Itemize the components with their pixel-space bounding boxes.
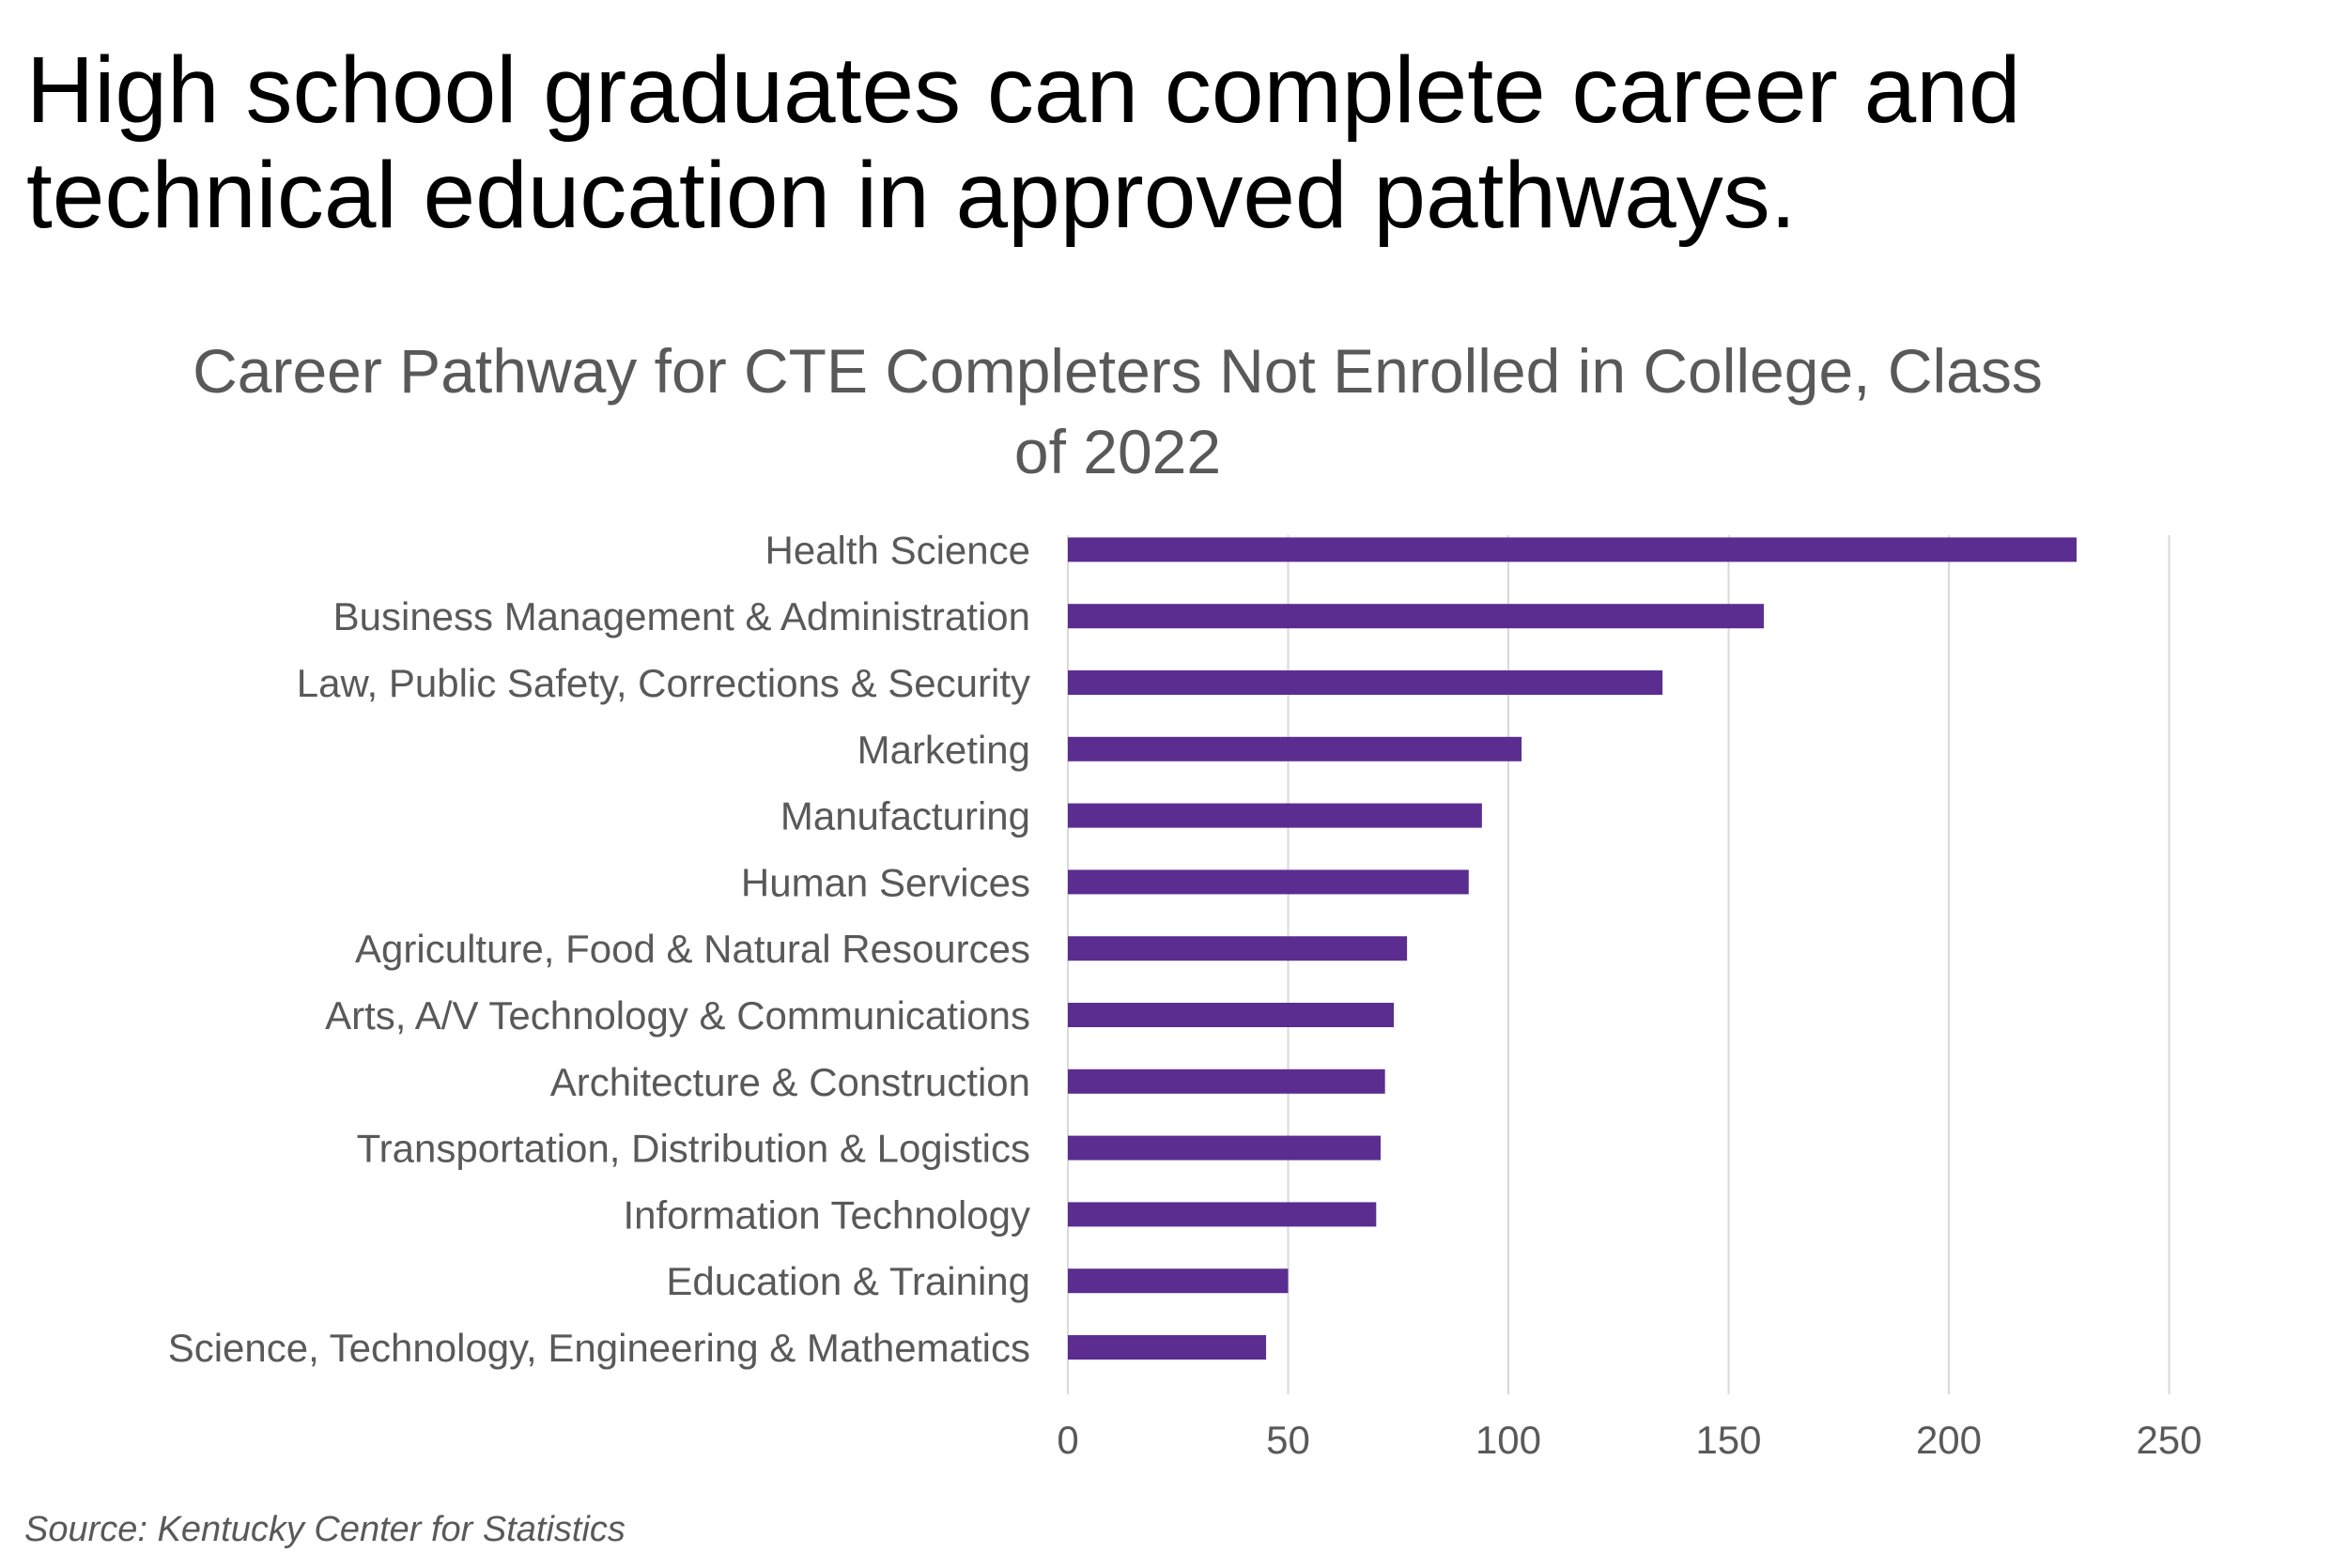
- bar-chart: Health Science Business Management & Admi…: [168, 528, 2202, 1462]
- x-tick-label: 0: [1057, 1418, 1078, 1462]
- category-label: Architecture & Construction: [550, 1060, 1030, 1104]
- bar: [1068, 1268, 1289, 1294]
- headline: High school graduates can complete caree…: [26, 38, 2021, 248]
- bar: [1068, 869, 1469, 895]
- category-label: Human Services: [741, 860, 1030, 904]
- x-tick-label: 250: [2136, 1418, 2201, 1462]
- bar: [1068, 604, 1765, 629]
- x-tick-label: 100: [1475, 1418, 1541, 1462]
- category-label: Agriculture, Food & Natural Resources: [355, 927, 1030, 971]
- category-label: Science, Technology, Engineering & Mathe…: [168, 1326, 1030, 1370]
- bar: [1068, 1135, 1381, 1161]
- bar: [1068, 537, 2078, 562]
- bar: [1068, 736, 1522, 761]
- x-tick-label: 150: [1695, 1418, 1761, 1462]
- category-label: Health Science: [765, 528, 1031, 572]
- bars: [1068, 537, 2078, 1360]
- bar: [1068, 1335, 1267, 1360]
- bar: [1068, 1068, 1385, 1094]
- category-label: Arts, A/V Technology & Communications: [325, 993, 1030, 1038]
- category-labels: Health Science Business Management & Admi…: [168, 528, 1030, 1370]
- x-tick-label: 200: [1916, 1418, 1982, 1462]
- bar: [1068, 1003, 1395, 1027]
- x-tick-label: 50: [1266, 1418, 1310, 1462]
- category-label: Business Management & Administration: [333, 594, 1030, 638]
- source-note: Source: Kentucky Center for Statistics: [24, 1510, 626, 1549]
- bar: [1068, 936, 1408, 961]
- bar: [1068, 670, 1663, 695]
- category-label: Marketing: [857, 728, 1030, 772]
- category-label: Transportation, Distribution & Logistics: [357, 1127, 1030, 1171]
- chart-title: Career Pathway for CTE Completers Not En…: [193, 336, 2043, 486]
- bar: [1068, 1202, 1377, 1227]
- category-label: Manufacturing: [780, 794, 1030, 838]
- category-label: Information Technology: [624, 1192, 1031, 1237]
- gridlines: [1067, 535, 2170, 1394]
- x-tick-labels: 0 50 100 150 200 250: [1057, 1418, 2201, 1462]
- category-label: Education & Training: [666, 1259, 1030, 1303]
- bar: [1068, 803, 1482, 828]
- category-label: Law, Public Safety, Corrections & Securi…: [297, 661, 1030, 705]
